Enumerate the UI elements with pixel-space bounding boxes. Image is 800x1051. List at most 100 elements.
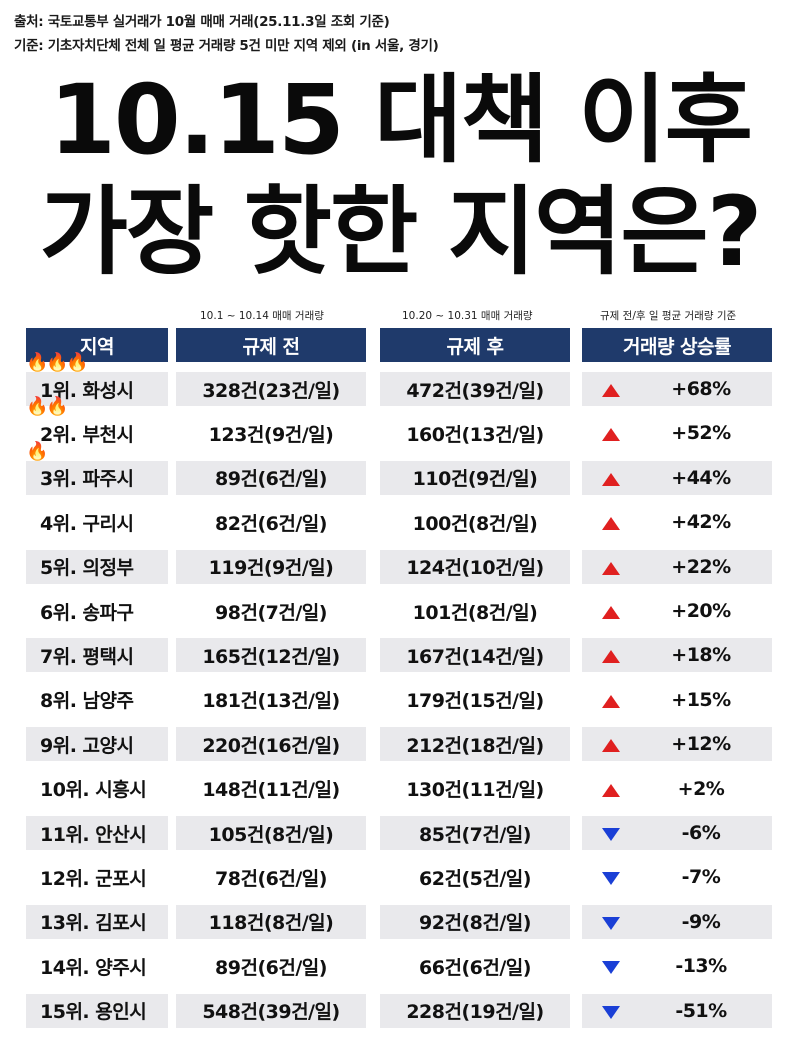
- fire-icon: 🔥: [26, 352, 49, 373]
- up-triangle-icon: [602, 428, 620, 442]
- table-row: 3위. 파주시 89건(6건/일) 110건(9건/일) +44% 🔥: [0, 442, 800, 497]
- up-triangle-icon: [602, 517, 620, 531]
- before-volume-cell: 328건(23건/일): [176, 372, 366, 406]
- up-triangle-icon: [602, 783, 620, 797]
- title-line-2: 가장 핫한 지역은?: [39, 176, 763, 288]
- region-rank-cell: 7위. 평택시: [26, 638, 168, 673]
- after-period-label: 10.20 ~ 10.31 매매 거래량: [402, 310, 533, 322]
- before-volume-cell: 165건(12건/일): [176, 638, 366, 673]
- criteria-note: 기준: 기초자치단체 전체 일 평균 거래량 5건 미만 지역 제외 (in 서…: [14, 38, 439, 54]
- rate-cell: +12%: [582, 727, 772, 762]
- rate-cell: +52%: [582, 416, 772, 450]
- before-volume-cell: 548건(39건/일): [176, 993, 366, 1028]
- header-before: 규제 전: [176, 328, 366, 362]
- before-volume-cell: 220건(16건/일): [176, 727, 366, 762]
- after-volume-cell: 110건(9건/일): [380, 460, 570, 495]
- before-volume-cell: 123건(9건/일): [208, 423, 334, 446]
- before-volume-cell: 89건(6건/일): [215, 956, 327, 979]
- region-rank-cell: 2위. 부천시: [40, 423, 134, 446]
- header-after: 규제 후: [380, 328, 570, 362]
- table-row: 4위. 구리시 82건(6건/일) 100건(8건/일) +42%: [0, 505, 800, 541]
- after-volume-cell: 179건(15건/일): [406, 690, 544, 713]
- table-row: 5위. 의정부 119건(9건/일) 124건(10건/일) +22%: [0, 549, 800, 586]
- after-volume-cell: 124건(10건/일): [380, 549, 570, 584]
- rate-value: +42%: [671, 511, 731, 534]
- region-rank-cell: 15위. 용인시: [26, 993, 168, 1028]
- up-triangle-icon: [602, 739, 620, 753]
- table-row: 14위. 양주시 89건(6건/일) 66건(6건/일) -13%: [0, 949, 800, 985]
- rate-cell: -13%: [582, 949, 772, 983]
- rate-cell: +15%: [582, 683, 772, 717]
- before-volume-cell: 105건(8건/일): [176, 816, 366, 850]
- rate-cell: +44%: [582, 460, 772, 495]
- region-rank-cell: 9위. 고양시: [26, 727, 168, 762]
- fire-icon: 🔥: [66, 352, 89, 373]
- fire-icon: 🔥: [46, 352, 69, 373]
- region-rank-cell: 10위. 시흥시: [40, 779, 147, 802]
- rate-cell: +18%: [582, 638, 772, 673]
- down-triangle-icon: [602, 1005, 620, 1019]
- region-rank-cell: 1위. 화성시: [26, 372, 168, 406]
- up-triangle-icon: [602, 650, 620, 664]
- title-line-1: 10.15 대책 이후: [49, 64, 753, 176]
- table-row: 11위. 안산시 105건(8건/일) 85건(7건/일) -6%: [0, 816, 800, 852]
- before-volume-cell: 181건(13건/일): [202, 690, 340, 713]
- after-volume-cell: 62건(5건/일): [419, 867, 531, 890]
- region-rank-cell: 13위. 김포시: [26, 904, 168, 939]
- region-rank-cell: 14위. 양주시: [40, 956, 147, 979]
- table-row: 7위. 평택시 165건(12건/일) 167건(14건/일) +18%: [0, 638, 800, 674]
- header-rate: 거래량 상승률: [582, 328, 772, 362]
- region-rank-cell: 3위. 파주시: [26, 460, 168, 495]
- down-triangle-icon: [602, 961, 620, 975]
- rate-value: +18%: [671, 644, 731, 667]
- up-triangle-icon: [602, 561, 620, 575]
- source-note: 출처: 국토교통부 실거래가 10월 매매 거래(25.11.3일 조회 기준): [14, 14, 390, 30]
- down-triangle-icon: [602, 828, 620, 841]
- after-volume-cell: 160건(13건/일): [406, 423, 544, 446]
- before-volume-cell: 98건(7건/일): [215, 601, 327, 624]
- up-triangle-icon: [602, 606, 620, 619]
- table-row: 2위. 부천시 123건(9건/일) 160건(13건/일) +52% 🔥 🔥: [0, 398, 800, 452]
- after-volume-cell: 85건(7건/일): [380, 816, 570, 850]
- region-rank-cell: 4위. 구리시: [40, 512, 134, 535]
- after-volume-cell: 100건(8건/일): [412, 512, 538, 535]
- table-row: 9위. 고양시 220건(16건/일) 212건(18건/일) +12%: [0, 727, 800, 763]
- rate-cell: -6%: [582, 816, 772, 850]
- rate-value: +20%: [671, 600, 731, 622]
- rate-value: +2%: [677, 777, 725, 800]
- rate-cell: -9%: [582, 904, 772, 939]
- rate-cell: +42%: [582, 505, 772, 539]
- rate-value: +15%: [671, 688, 731, 711]
- up-triangle-icon: [602, 472, 620, 486]
- rate-cell: +20%: [582, 594, 772, 628]
- table-row: 15위. 용인시 548건(39건/일) 228건(19건/일) -51%: [0, 993, 800, 1030]
- region-rank-cell: 6위. 송파구: [40, 601, 134, 624]
- before-period-label: 10.1 ~ 10.14 매매 거래량: [200, 310, 324, 322]
- table-row: 8위. 남양주 181건(13건/일) 179건(15건/일) +15%: [0, 683, 800, 719]
- rate-cell: -7%: [582, 860, 772, 894]
- rate-value: -13%: [675, 955, 727, 978]
- before-volume-cell: 78건(6건/일): [215, 867, 327, 890]
- after-volume-cell: 472건(39건/일): [380, 372, 570, 406]
- rate-value: +12%: [671, 733, 731, 756]
- after-volume-cell: 212건(18건/일): [380, 727, 570, 762]
- rate-cell: -51%: [582, 993, 772, 1028]
- rate-value: -9%: [681, 910, 721, 933]
- table-row: 10위. 시흥시 148건(11건/일) 130건(11건/일) +2%: [0, 772, 800, 808]
- rate-value: +44%: [671, 466, 731, 489]
- region-rank-cell: 5위. 의정부: [26, 549, 168, 584]
- after-volume-cell: 130건(11건/일): [406, 779, 544, 802]
- rate-value: +22%: [671, 555, 731, 578]
- header-region: 지역: [26, 328, 168, 362]
- after-volume-cell: 101건(8건/일): [412, 601, 538, 624]
- table-row: 1위. 화성시 328건(23건/일) 472건(39건/일) +68% 🔥 🔥 🔥: [0, 354, 800, 408]
- rate-basis-label: 규제 전/후 일 평균 거래량 기준: [600, 310, 737, 322]
- before-volume-cell: 118건(8건/일): [176, 904, 366, 939]
- after-volume-cell: 92건(8건/일): [380, 904, 570, 939]
- rate-value: -7%: [681, 866, 721, 889]
- before-volume-cell: 119건(9건/일): [176, 549, 366, 584]
- fire-icon: 🔥: [26, 396, 49, 418]
- region-rank-cell: 8위. 남양주: [40, 690, 134, 713]
- rate-value: +52%: [671, 422, 731, 445]
- rate-value: -6%: [681, 822, 721, 844]
